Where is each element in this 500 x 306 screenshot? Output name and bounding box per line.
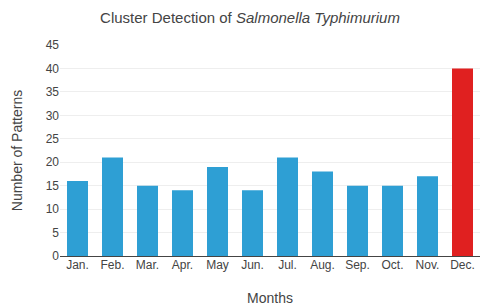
svg-text:May: May [206,258,229,272]
svg-text:5: 5 [52,226,59,240]
svg-text:Oct.: Oct. [381,258,403,272]
svg-text:Apr.: Apr. [172,258,193,272]
svg-text:45: 45 [46,38,60,52]
svg-text:Jun.: Jun. [241,258,264,272]
svg-text:15: 15 [46,179,60,193]
svg-text:Number of Patterns: Number of Patterns [9,90,25,211]
svg-text:40: 40 [46,62,60,76]
svg-text:Cluster Detection of Salmonell: Cluster Detection of Salmonella Typhimur… [100,9,400,26]
svg-text:20: 20 [46,155,60,169]
svg-text:Dec.: Dec. [450,258,475,272]
svg-text:Feb.: Feb. [100,258,124,272]
svg-text:0: 0 [52,249,59,263]
svg-text:Months: Months [247,290,293,306]
svg-text:Jan.: Jan. [66,258,89,272]
svg-text:Aug.: Aug. [310,258,335,272]
svg-text:Mar.: Mar. [136,258,159,272]
svg-text:Sep.: Sep. [345,258,370,272]
svg-text:Nov.: Nov. [416,258,440,272]
svg-text:35: 35 [46,85,60,99]
svg-text:25: 25 [46,132,60,146]
svg-text:10: 10 [46,202,60,216]
svg-text:Jul.: Jul. [278,258,297,272]
svg-text:30: 30 [46,109,60,123]
